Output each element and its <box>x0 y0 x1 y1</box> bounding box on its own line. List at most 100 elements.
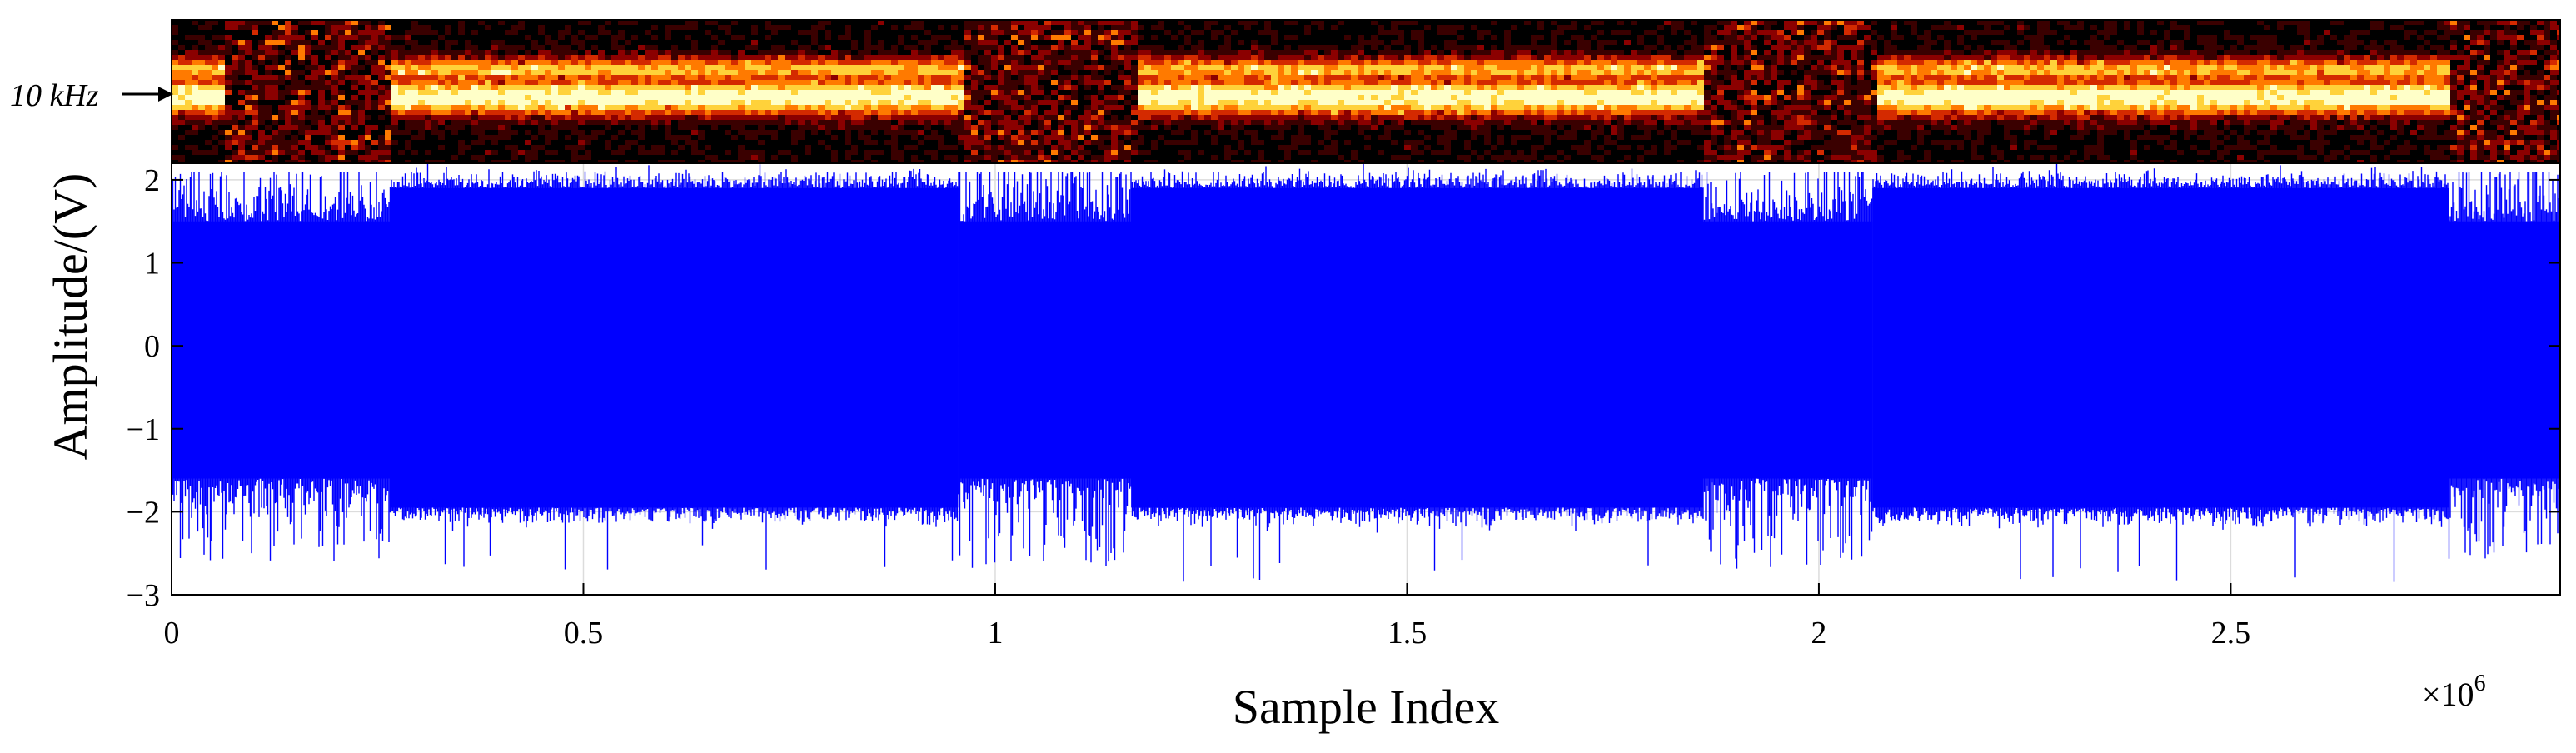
spectrogram-cell <box>645 60 651 65</box>
spectrogram-cell <box>185 85 192 90</box>
spectrogram-cell <box>1291 95 1298 100</box>
spectrogram-cell <box>2517 30 2524 35</box>
spectrogram-cell <box>2150 65 2157 70</box>
spectrogram-cell <box>1244 75 1251 80</box>
spectrogram-cell <box>498 85 505 90</box>
spectrogram-cell <box>2137 35 2144 40</box>
spectrogram-cell <box>731 80 738 85</box>
spectrogram-cell <box>1604 35 1611 40</box>
spectrogram-cell <box>1657 60 1664 65</box>
spectrogram-cell <box>2137 25 2144 30</box>
spectrogram-cell <box>2370 80 2377 85</box>
spectrogram-cell <box>731 85 738 90</box>
spectrogram-cell <box>1118 20 1124 25</box>
spectrogram-cell <box>2364 90 2370 95</box>
spectrogram-cell <box>278 80 285 85</box>
spectrogram-cell <box>2284 30 2290 35</box>
spectrogram-cell <box>425 40 431 45</box>
spectrogram-cell <box>531 25 538 30</box>
spectrogram-cell <box>1851 30 1857 35</box>
spectrogram-cell <box>1497 75 1504 80</box>
spectrogram-cell <box>465 60 471 65</box>
spectrogram-cell <box>1064 25 1071 30</box>
spectrogram-cell <box>1084 95 1091 100</box>
spectrogram-cell <box>1764 30 1771 35</box>
spectrogram-cell <box>651 60 658 65</box>
spectrogram-cell <box>918 55 924 60</box>
spectrogram-cell <box>1517 35 1524 40</box>
spectrogram-cell <box>1931 85 1937 90</box>
spectrogram-cell <box>2350 35 2357 40</box>
spectrogram-cell <box>1904 50 1911 55</box>
spectrogram-cell <box>1804 60 1811 65</box>
spectrogram-cell <box>1577 85 1584 90</box>
spectrogram-cell <box>1437 50 1444 55</box>
spectrogram-cell <box>1404 55 1411 60</box>
spectrogram-cell <box>944 95 951 100</box>
spectrogram-cell <box>558 55 565 60</box>
spectrogram-cell <box>2217 20 2224 25</box>
spectrogram-cell <box>1038 75 1044 80</box>
spectrogram-cell <box>871 65 878 70</box>
spectrogram-cell <box>625 35 631 40</box>
spectrogram-cell <box>685 65 691 70</box>
spectrogram-cell <box>878 40 884 45</box>
spectrogram-cell <box>998 50 1004 55</box>
spectrogram-cell <box>411 25 418 30</box>
spectrogram-cell <box>2537 85 2544 90</box>
spectrogram-cell <box>1104 55 1111 60</box>
spectrogram-cell <box>2290 40 2297 45</box>
spectrogram-cell <box>605 30 611 35</box>
spectrogram-cell <box>1564 25 1571 30</box>
spectrogram-cell <box>1957 30 1964 35</box>
spectrogram-cell <box>2524 50 2530 55</box>
spectrogram-cell <box>605 70 611 75</box>
spectrogram-cell <box>971 85 978 90</box>
spectrogram-cell <box>911 75 918 80</box>
spectrogram-cell <box>845 80 851 85</box>
spectrogram-cell <box>1457 60 1464 65</box>
spectrogram-cell <box>1218 35 1224 40</box>
spectrogram-cell <box>938 95 944 100</box>
spectrogram-cell <box>1471 30 1477 35</box>
spectrogram-cell <box>825 85 831 90</box>
spectrogram-cell <box>758 65 765 70</box>
spectrogram-cell <box>651 55 658 60</box>
spectrogram-cell <box>2270 90 2277 95</box>
spectrogram-cell <box>465 55 471 60</box>
spectrogram-cell <box>1124 50 1131 55</box>
spectrogram-cell <box>1904 40 1911 45</box>
spectrogram-cell <box>2497 20 2504 25</box>
spectrogram-cell <box>718 95 725 100</box>
spectrogram-cell <box>731 35 738 40</box>
spectrogram-cell <box>1824 40 1831 45</box>
spectrogram-cell <box>2277 85 2284 90</box>
spectrogram-cell <box>172 80 178 85</box>
spectrogram-cell <box>298 55 305 60</box>
spectrogram-cell <box>2217 40 2224 45</box>
spectrogram-cell <box>545 55 551 60</box>
spectrogram-cell <box>1877 35 1884 40</box>
spectrogram-cell <box>2117 80 2124 85</box>
spectrogram-cell <box>1711 35 1717 40</box>
spectrogram-cell <box>1231 80 1238 85</box>
spectrogram-cell <box>1504 90 1511 95</box>
spectrogram-cell <box>1744 45 1751 50</box>
spectrogram-cell <box>771 65 778 70</box>
spectrogram-cell <box>964 60 971 65</box>
spectrogram-cell <box>2244 75 2250 80</box>
spectrogram-cell <box>1318 45 1324 50</box>
spectrogram-cell <box>871 95 878 100</box>
spectrogram-cell <box>818 20 825 25</box>
spectrogram-cell <box>1004 25 1011 30</box>
spectrogram-cell <box>1844 80 1851 85</box>
spectrogram-cell <box>2130 75 2137 80</box>
spectrogram-cell <box>1444 60 1451 65</box>
spectrogram-cell <box>2230 30 2237 35</box>
spectrogram-cell <box>318 35 325 40</box>
spectrogram-cell <box>2437 60 2444 65</box>
spectrogram-cell <box>858 55 864 60</box>
spectrogram-cell <box>1704 30 1711 35</box>
spectrogram-cell <box>385 85 391 90</box>
spectrogram-cell <box>1071 45 1078 50</box>
